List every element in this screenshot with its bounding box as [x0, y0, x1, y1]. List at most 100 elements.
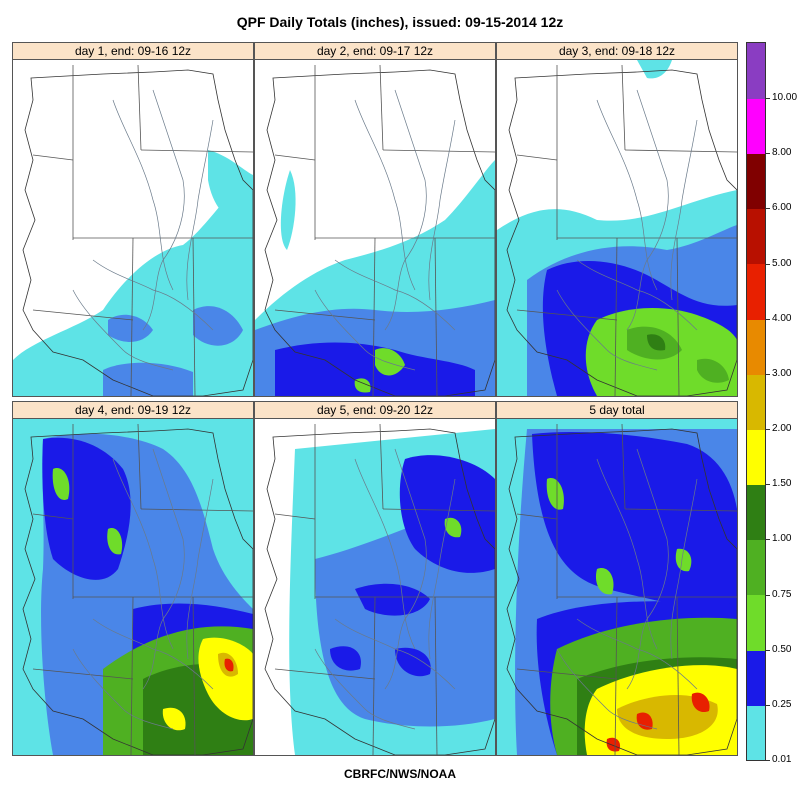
river-line	[596, 458, 658, 650]
river-line	[112, 458, 174, 650]
river-line	[670, 478, 698, 660]
river-line	[596, 99, 658, 291]
river-line	[92, 259, 214, 331]
state-boundary	[32, 309, 134, 321]
state-boundary	[614, 237, 618, 396]
precip-area	[208, 150, 253, 223]
colorbar-tick-label: 10.00	[772, 92, 798, 104]
panel-map	[255, 419, 495, 755]
precip-area	[606, 737, 621, 752]
colorbar-tick	[766, 594, 770, 596]
panel-header: day 3, end: 09-18 12z	[497, 43, 737, 60]
colorbar-bin	[747, 318, 765, 375]
precip-layer	[13, 150, 253, 396]
colorbar-bin	[747, 43, 765, 99]
colorbar-tick-label: 0.50	[772, 643, 792, 655]
basin-outline	[264, 69, 495, 396]
state-boundary	[379, 64, 384, 151]
state-boundary	[382, 508, 495, 512]
precip-area	[647, 334, 666, 351]
precip-layer	[255, 160, 495, 396]
panel-day-2: day 2, end: 09-17 12z	[254, 42, 496, 397]
river-line	[576, 259, 698, 331]
colorbar-tick-label: 0.01	[772, 754, 792, 765]
precip-area	[355, 583, 430, 616]
state-boundary	[274, 513, 316, 520]
river-line	[670, 119, 698, 301]
precip-area	[636, 712, 653, 730]
precip-area	[275, 342, 475, 396]
river-line	[428, 478, 456, 660]
colorbar-tick-label: 0.75	[772, 588, 792, 600]
colorbar-bin	[747, 208, 765, 265]
map-svg	[497, 419, 737, 755]
panel-day-5: day 5, end: 09-20 12z	[254, 401, 496, 756]
panel-day-3: day 3, end: 09-18 12z	[496, 42, 738, 397]
state-boundary	[192, 596, 196, 755]
river-line	[626, 89, 669, 331]
panel-day-4: day 4, end: 09-19 12z	[12, 401, 254, 756]
precip-area	[224, 658, 234, 672]
river-line	[334, 259, 456, 331]
colorbar-tick-label: 4.00	[772, 312, 792, 324]
panel-header: day 5, end: 09-20 12z	[255, 402, 495, 419]
state-boundary	[372, 237, 376, 396]
state-boundary	[274, 668, 376, 680]
panel-header: day 4, end: 09-19 12z	[13, 402, 253, 419]
colorbar-tick	[766, 429, 770, 431]
colorbar-tick	[766, 318, 770, 320]
colorbar-bin	[747, 263, 765, 320]
panel-map	[255, 60, 495, 396]
river-line	[314, 289, 416, 371]
colorbar-tick	[766, 373, 770, 375]
colorbar-bin	[747, 98, 765, 155]
precip-area	[395, 647, 431, 677]
river-line	[556, 289, 658, 371]
colorbar-tick	[766, 649, 770, 651]
state-boundary	[434, 596, 438, 755]
state-boundary	[137, 64, 142, 151]
state-boundary	[624, 149, 737, 153]
precip-area	[375, 348, 405, 376]
colorbar-tick	[766, 539, 770, 541]
basin-outline	[506, 69, 737, 396]
colorbar-tick-label: 0.25	[772, 698, 792, 710]
state-boundary	[32, 513, 74, 520]
basin-outline	[264, 428, 495, 755]
river-line	[112, 99, 174, 291]
precip-area	[52, 468, 70, 500]
river-line	[72, 648, 174, 730]
precip-layer	[497, 60, 737, 396]
colorbar-tick	[766, 153, 770, 155]
precip-area	[675, 548, 692, 572]
colorbar-bin	[747, 539, 765, 596]
river-line	[626, 448, 669, 690]
state-boundary	[192, 237, 196, 396]
chart-title: QPF Daily Totals (inches), issued: 09-15…	[236, 14, 564, 30]
colorbar-bin	[747, 649, 765, 706]
colorbar-tick-label: 6.00	[772, 202, 792, 214]
precip-area	[193, 306, 243, 346]
state-boundary	[32, 668, 134, 680]
state-boundary	[516, 513, 558, 520]
river-line	[334, 618, 456, 690]
precip-area	[546, 478, 564, 510]
state-boundary	[676, 596, 680, 755]
precip-area	[595, 568, 614, 595]
river-line	[354, 458, 416, 650]
state-boundary	[130, 596, 134, 755]
precip-area	[691, 692, 710, 713]
precip-area	[103, 362, 193, 396]
state-boundary	[434, 237, 438, 396]
river-line	[384, 448, 427, 690]
colorbar-tick	[766, 704, 770, 706]
state-boundary	[140, 149, 253, 153]
precip-area	[107, 528, 123, 555]
river-line	[142, 89, 185, 331]
precip-area	[13, 180, 253, 396]
precip-area	[280, 170, 296, 250]
colorbar-tick-label: 3.00	[772, 367, 792, 379]
river-line	[92, 618, 214, 690]
river-line	[428, 119, 456, 301]
footer-credit: CBRFC/NWS/NOAA	[344, 767, 456, 781]
